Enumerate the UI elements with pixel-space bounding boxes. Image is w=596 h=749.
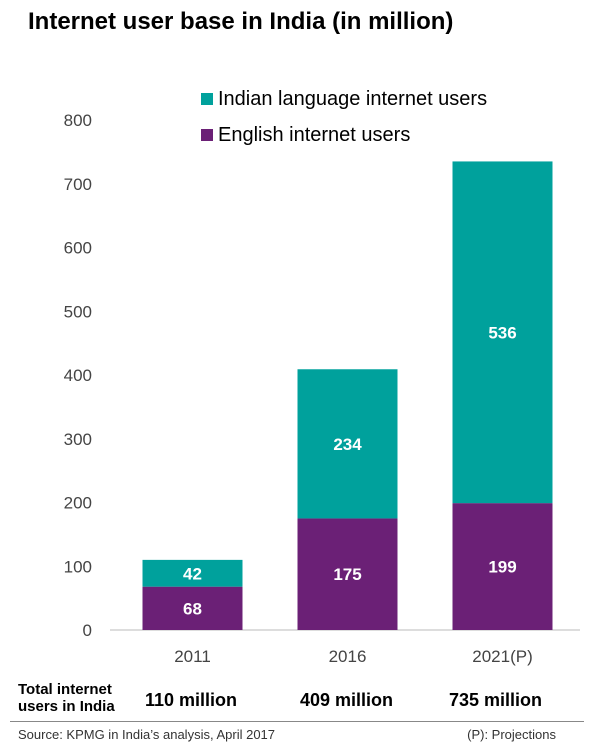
legend-label: Indian language internet users [218,88,487,110]
y-tick-label: 0 [83,621,92,640]
y-tick-label: 100 [64,557,92,576]
footer-divider [10,721,584,722]
bar-segment [452,161,553,504]
total-2011: 110 million [145,690,238,710]
y-tick-label: 300 [64,430,92,449]
chart-title: Internet user base in India (in million) [28,8,454,35]
projection-note: (P): Projections [467,727,556,742]
bar-value-label: 199 [488,558,516,577]
y-tick-label: 200 [64,494,92,513]
legend-label: English internet users [218,124,410,146]
legend: Indian language internet users English in… [201,88,487,146]
y-tick-label: 800 [64,111,92,130]
x-tick-label: 2011 [174,647,211,666]
bars: 68 42 175 234 199 536 [142,161,553,630]
bar-segment [297,518,398,630]
source-note: Source: KPMG in India’s analysis, April … [18,727,276,742]
bar-segment [142,559,243,587]
bar-value-label: 175 [333,565,361,584]
y-tick-label: 400 [64,366,92,385]
y-tick-label: 600 [64,239,92,258]
total-2016: 409 million [300,690,394,710]
totals-label: Total internet users in India [18,681,115,715]
total-2021: 735 million [449,690,543,710]
legend-swatch [201,93,213,105]
stacked-bar-chart: Indian language internet users English in… [64,88,580,666]
bar-value-label: 234 [333,435,362,454]
x-axis: 2011 2016 2021(P) [174,647,533,666]
y-tick-label: 500 [64,302,92,321]
bar-segment [297,369,398,519]
bar-value-label: 68 [183,599,202,618]
x-tick-label: 2021(P) [472,647,532,666]
y-tick-label: 700 [64,175,92,194]
legend-swatch [201,129,213,141]
bar-value-label: 42 [183,564,202,583]
x-tick-label: 2016 [329,647,367,666]
bar-value-label: 536 [488,323,516,342]
bar-segment [452,503,553,630]
bar-segment [142,586,243,630]
